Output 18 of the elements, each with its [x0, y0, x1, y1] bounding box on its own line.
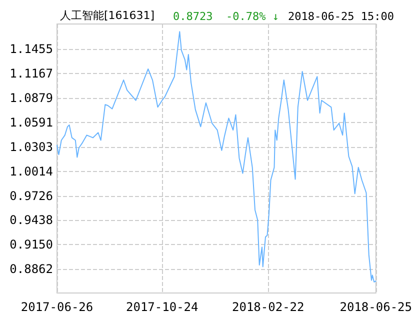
y-tick-label: 1.1167 — [10, 66, 53, 80]
chart-subtitle: 0.8723 -0.78% ↓ — [173, 10, 279, 23]
y-tick-label: 1.0014 — [10, 164, 53, 178]
line-series — [56, 31, 376, 282]
y-tick-label: 0.9438 — [10, 213, 53, 228]
y-tick-label: 0.9726 — [10, 188, 53, 203]
x-tick-label: 2017-10-24 — [126, 300, 198, 314]
text: 2018-06-25 15:00 — [288, 10, 394, 23]
y-tick-label: 1.0303 — [10, 140, 53, 154]
y-tick-label: 1.0879 — [10, 90, 53, 105]
y-tick-label: 0.9150 — [10, 238, 53, 252]
chart-title: 人工智能[161631] — [60, 9, 155, 22]
y-tick-label: 1.0591 — [10, 115, 53, 130]
y-tick-label: 1.1455 — [10, 42, 53, 56]
x-tick-label: 2018-06-25 — [340, 300, 412, 314]
y-tick-label: 0.8862 — [10, 262, 53, 276]
x-tick-label: 2017-06-26 — [20, 300, 94, 314]
x-tick-label: 2018-02-22 — [232, 300, 304, 314]
